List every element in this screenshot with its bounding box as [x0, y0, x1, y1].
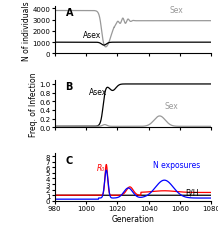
Text: A: A — [65, 8, 73, 18]
Text: B: B — [65, 82, 73, 92]
X-axis label: Generation: Generation — [112, 214, 154, 223]
Text: N exposures: N exposures — [153, 160, 201, 169]
Text: R₀: R₀ — [97, 163, 105, 172]
Text: Asex: Asex — [83, 31, 101, 40]
Text: Sex: Sex — [169, 6, 183, 15]
Text: Asex: Asex — [89, 88, 107, 97]
Text: Sex: Sex — [164, 102, 178, 111]
Text: B/H: B/H — [185, 187, 198, 196]
Text: C: C — [65, 155, 73, 165]
Y-axis label: N of individuals: N of individuals — [22, 1, 31, 60]
Y-axis label: Freq. of Infection: Freq. of Infection — [29, 72, 38, 136]
